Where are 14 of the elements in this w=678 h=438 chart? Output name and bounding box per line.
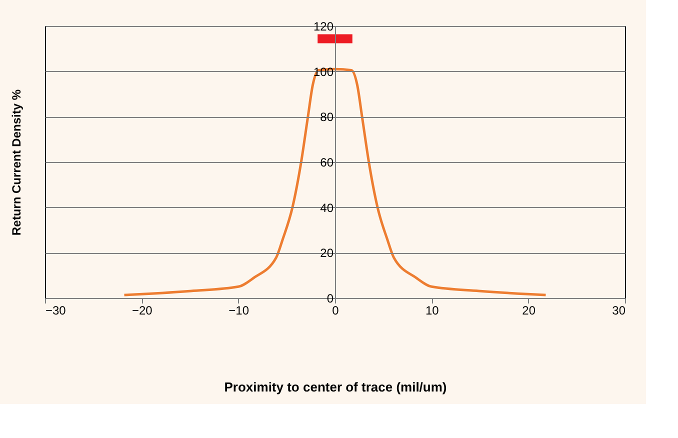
y-tick-label: 120: [313, 20, 334, 34]
y-tick-label: 20: [320, 246, 334, 260]
x-tick-label: −20: [132, 304, 153, 318]
x-tick-label: 10: [425, 304, 440, 318]
x-tick-label: 20: [522, 304, 536, 318]
x-tick-label: −10: [228, 304, 250, 318]
y-tick-label: 80: [320, 110, 334, 124]
y-tick-label: 60: [320, 156, 334, 170]
x-tick-label: 30: [612, 304, 626, 318]
x-tick-label: −30: [46, 304, 66, 318]
y-tick-label: 0: [326, 292, 334, 306]
y-axis-title: Return Current Density %: [10, 89, 24, 236]
x-axis-title: Proximity to center of trace (mil/um): [224, 380, 447, 394]
y-tick-label: 40: [320, 200, 334, 215]
